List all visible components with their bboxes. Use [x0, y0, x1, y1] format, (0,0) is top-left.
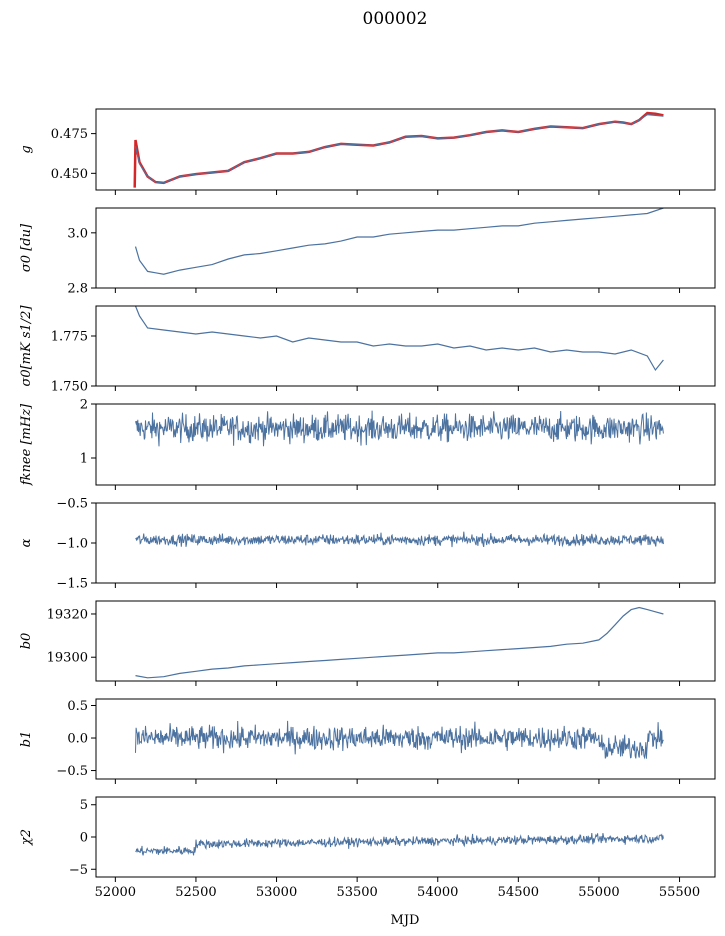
panels: 0.450 0.475 g 2.8 3.0 σ0 [du] 1.750 1.775 σ0[mK … — [19, 108, 716, 900]
y-axis-label: α — [19, 538, 34, 547]
panel-2: 2.8 3.0 σ0 [du] — [19, 207, 716, 297]
y-axis-label: g — [19, 145, 34, 153]
axes-frame — [95, 207, 716, 289]
axes-frame — [95, 108, 716, 191]
y-axis-label: b0 — [19, 633, 34, 650]
axes-frame — [95, 403, 716, 486]
y-tick-label: 3.0 — [67, 226, 88, 241]
y-tick-label: −0.5 — [56, 764, 88, 779]
x-tick-label: 53000 — [256, 885, 297, 900]
x-tick-label: 54500 — [498, 885, 539, 900]
y-tick-label: 0.0 — [67, 732, 88, 747]
y-tick-label: −0.5 — [56, 497, 88, 512]
series-line-1 — [134, 306, 664, 372]
y-axis-label: χ2 — [19, 829, 34, 846]
axes-frame — [95, 698, 716, 780]
series-line-1 — [133, 111, 664, 188]
x-tick-label: 54000 — [417, 885, 458, 900]
panel-3: 1.750 1.775 σ0[mK s1/2] — [19, 305, 716, 395]
axes-frame — [95, 305, 716, 387]
figure-title: 000002 — [363, 9, 428, 29]
series-line-2 — [134, 113, 664, 184]
y-axis-label: σ0[mK s1/2] — [19, 305, 34, 387]
y-tick-label: 1 — [80, 452, 88, 467]
y-axis-label: b1 — [19, 731, 34, 748]
series-line — [135, 531, 664, 548]
y-tick-label: 2.8 — [67, 282, 88, 297]
x-tick-label: 53500 — [336, 885, 377, 900]
panel-1: 0.450 0.475 g — [19, 108, 716, 195]
x-tick-label: 52500 — [175, 885, 216, 900]
x-axis-label: MJD — [391, 913, 420, 928]
panel-7: −0.5 0.0 0.5 b1 — [19, 698, 716, 784]
x-tick-label: 55000 — [578, 885, 619, 900]
y-tick-label: 19300 — [47, 651, 88, 666]
y-tick-label: 19320 — [47, 607, 88, 622]
series-line — [135, 833, 664, 856]
y-axis-label: fknee [mHz] — [19, 403, 34, 486]
y-tick-label: −5 — [69, 863, 88, 878]
y-axis-label: σ0 [du] — [19, 223, 34, 272]
series-line — [135, 720, 664, 760]
panel-4: 1 2 fknee [mHz] — [19, 398, 716, 490]
x-tick-label: 55500 — [659, 885, 700, 900]
panel-5: −1.5 −1.0 −0.5 α — [19, 497, 716, 592]
axes-frame — [95, 796, 716, 878]
y-tick-label: 0.5 — [67, 699, 88, 714]
y-tick-label: 0.450 — [51, 167, 88, 182]
y-tick-label: 1.750 — [51, 380, 88, 395]
y-tick-label: 0 — [80, 831, 88, 846]
y-tick-label: −1.5 — [56, 577, 88, 592]
y-tick-label: 0.475 — [51, 127, 88, 142]
y-tick-label: 1.775 — [51, 330, 88, 345]
x-tick-label: 52000 — [95, 885, 136, 900]
y-tick-label: 5 — [80, 798, 88, 813]
y-tick-label: 2 — [80, 398, 88, 413]
panel-6: 19300 19320 b0 — [19, 600, 716, 686]
series-line — [135, 410, 664, 447]
series-line-1 — [135, 606, 664, 679]
series-line-1 — [134, 208, 664, 275]
axes-frame — [95, 600, 716, 682]
panel-8: −5 0 5 52000 52500 53000 53500 54000 54500 55000 5… — [19, 796, 716, 900]
y-tick-label: −1.0 — [56, 537, 88, 552]
